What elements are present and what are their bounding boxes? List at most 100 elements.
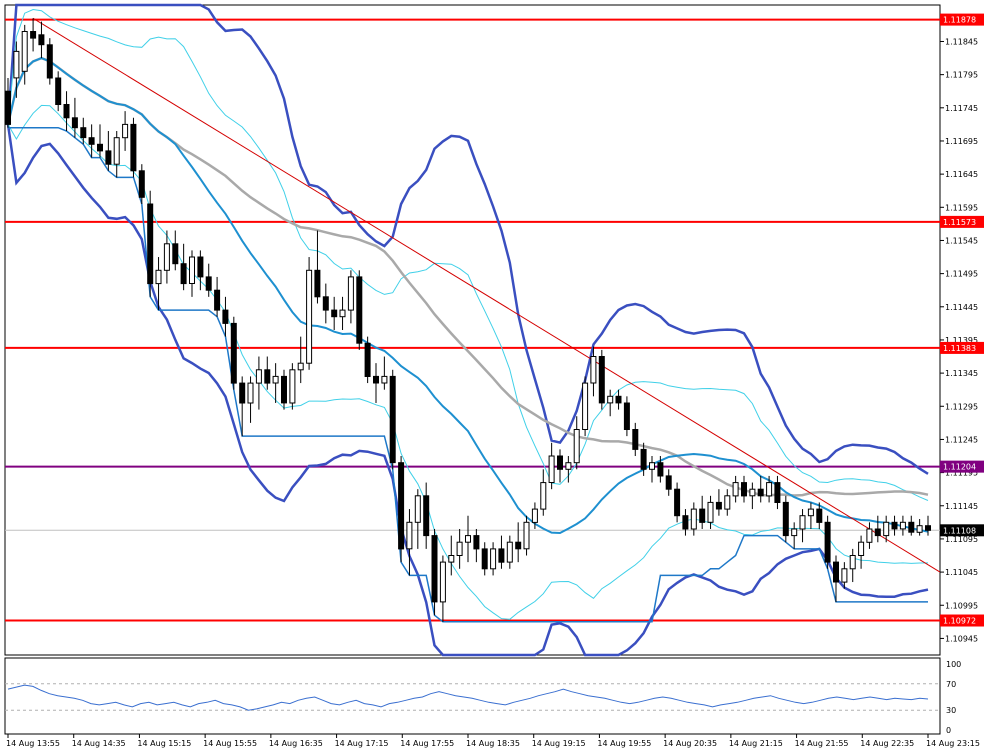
candle-bear [816,508,823,523]
candle-bull [799,515,806,530]
time-tick-label: 14 Aug 17:55 [400,739,454,748]
candle-bear [833,561,839,583]
horizontal-levels [5,18,940,622]
candle-bull [272,375,279,384]
time-tick-label: 14 Aug 23:15 [926,739,980,748]
candle-bear [874,528,881,537]
candle-bull [122,123,129,139]
time-tick-label: 14 Aug 16:35 [269,739,323,748]
candle-bear [431,535,438,603]
price-tick-label: 1.11295 [945,402,978,411]
candle-bull [21,31,28,72]
candle-bear [55,77,62,105]
level-flag-1 [940,215,984,228]
candle-bear [105,150,112,165]
level-label-4: 1.11108 [943,526,976,535]
candle-bear [699,508,706,523]
candle-bull [289,369,296,404]
candle-bear [757,488,764,497]
time-tick-label: 14 Aug 19:15 [532,739,586,748]
candle-bear [498,548,505,563]
candle-bear [264,369,271,384]
level-label-0: 1.11878 [943,16,976,25]
candle-bull [791,528,798,537]
bollinger-outer-lower [6,124,929,657]
candle-bear [741,482,747,497]
candle-bull [189,256,195,284]
candle-bull [866,528,873,543]
candle-bull [255,369,262,384]
candle-bear [598,356,605,404]
candle-bull [113,137,120,165]
time-tick-label: 14 Aug 21:15 [729,739,783,748]
oscillator-line [7,684,929,711]
candle-bear [824,521,831,563]
main-panel-frame [4,4,941,656]
candle-bear [925,525,931,531]
price-tick-label: 1.11545 [945,236,978,245]
time-tick-label: 14 Aug 22:35 [860,739,914,748]
candle-bear [557,455,563,470]
candle-bull [724,495,731,510]
candle-bear [138,170,145,198]
candle-bull [540,482,547,510]
candle-bear [172,243,179,265]
candle-bear [222,309,229,324]
candle-bull [163,243,170,271]
price-tick-label: 1.11695 [945,137,978,146]
bollinger-outer-upper [6,3,929,475]
price-tick-label: 1.11395 [945,336,978,345]
candle-bull [899,521,906,530]
price-tick-label: 1.11245 [945,435,978,444]
candle-bear [674,488,681,517]
candle-bull [414,495,421,523]
candle-bull [490,548,497,570]
price-tick-label: 1.11195 [945,469,978,478]
candle-bull [439,561,446,603]
time-axis: 14 Aug 13:55 14 Aug 14:35 14 Aug 15:15 14 A… [6,734,980,748]
indicator-lines [6,3,941,657]
middle-moving-average [7,57,929,535]
candle-bear [908,521,915,533]
candle-bull [297,362,304,371]
candle-bear [640,448,647,470]
candle-bear [891,521,898,530]
level-flag-2 [940,341,984,354]
candle-bear [80,127,87,139]
time-tick-label: 14 Aug 14:35 [72,739,126,748]
time-tick-label: 14 Aug 15:55 [203,739,257,748]
time-tick-label: 14 Aug 20:35 [663,739,717,748]
time-tick-label: 14 Aug 18:35 [466,739,520,748]
price-tick-label: 1.11795 [945,71,978,80]
candle-bear [331,309,338,318]
level-label-1: 1.11573 [943,218,976,227]
price-tick-label: 1.11495 [945,270,978,279]
time-tick-label: 14 Aug 19:55 [597,739,651,748]
candle-bull [841,568,848,583]
candle-bull [607,395,614,404]
time-tick-label: 14 Aug 21:55 [795,739,849,748]
candle-bear [623,402,630,430]
candle-bull [247,382,254,404]
candle-bull [155,269,162,285]
candle-bull [448,555,455,563]
candle-bull [506,541,513,563]
level-flag-5 [940,614,984,627]
candle-bull [582,382,589,431]
candle-bear [230,322,237,384]
candle-bear [364,342,371,377]
candle-bear [782,501,789,537]
time-tick-label: 14 Aug 17:15 [335,739,389,748]
candle-bear [715,501,722,510]
candle-bear [130,123,137,172]
price-tick-label: 1.11645 [945,170,978,179]
candles [5,18,931,622]
candle-bull [849,555,856,570]
candle-bull [531,508,538,523]
candle-bear [373,375,379,384]
candle-bull [707,501,714,523]
time-tick-label: 14 Aug 13:55 [6,739,60,748]
candle-bear [46,44,53,79]
level-flag-0 [940,13,984,26]
